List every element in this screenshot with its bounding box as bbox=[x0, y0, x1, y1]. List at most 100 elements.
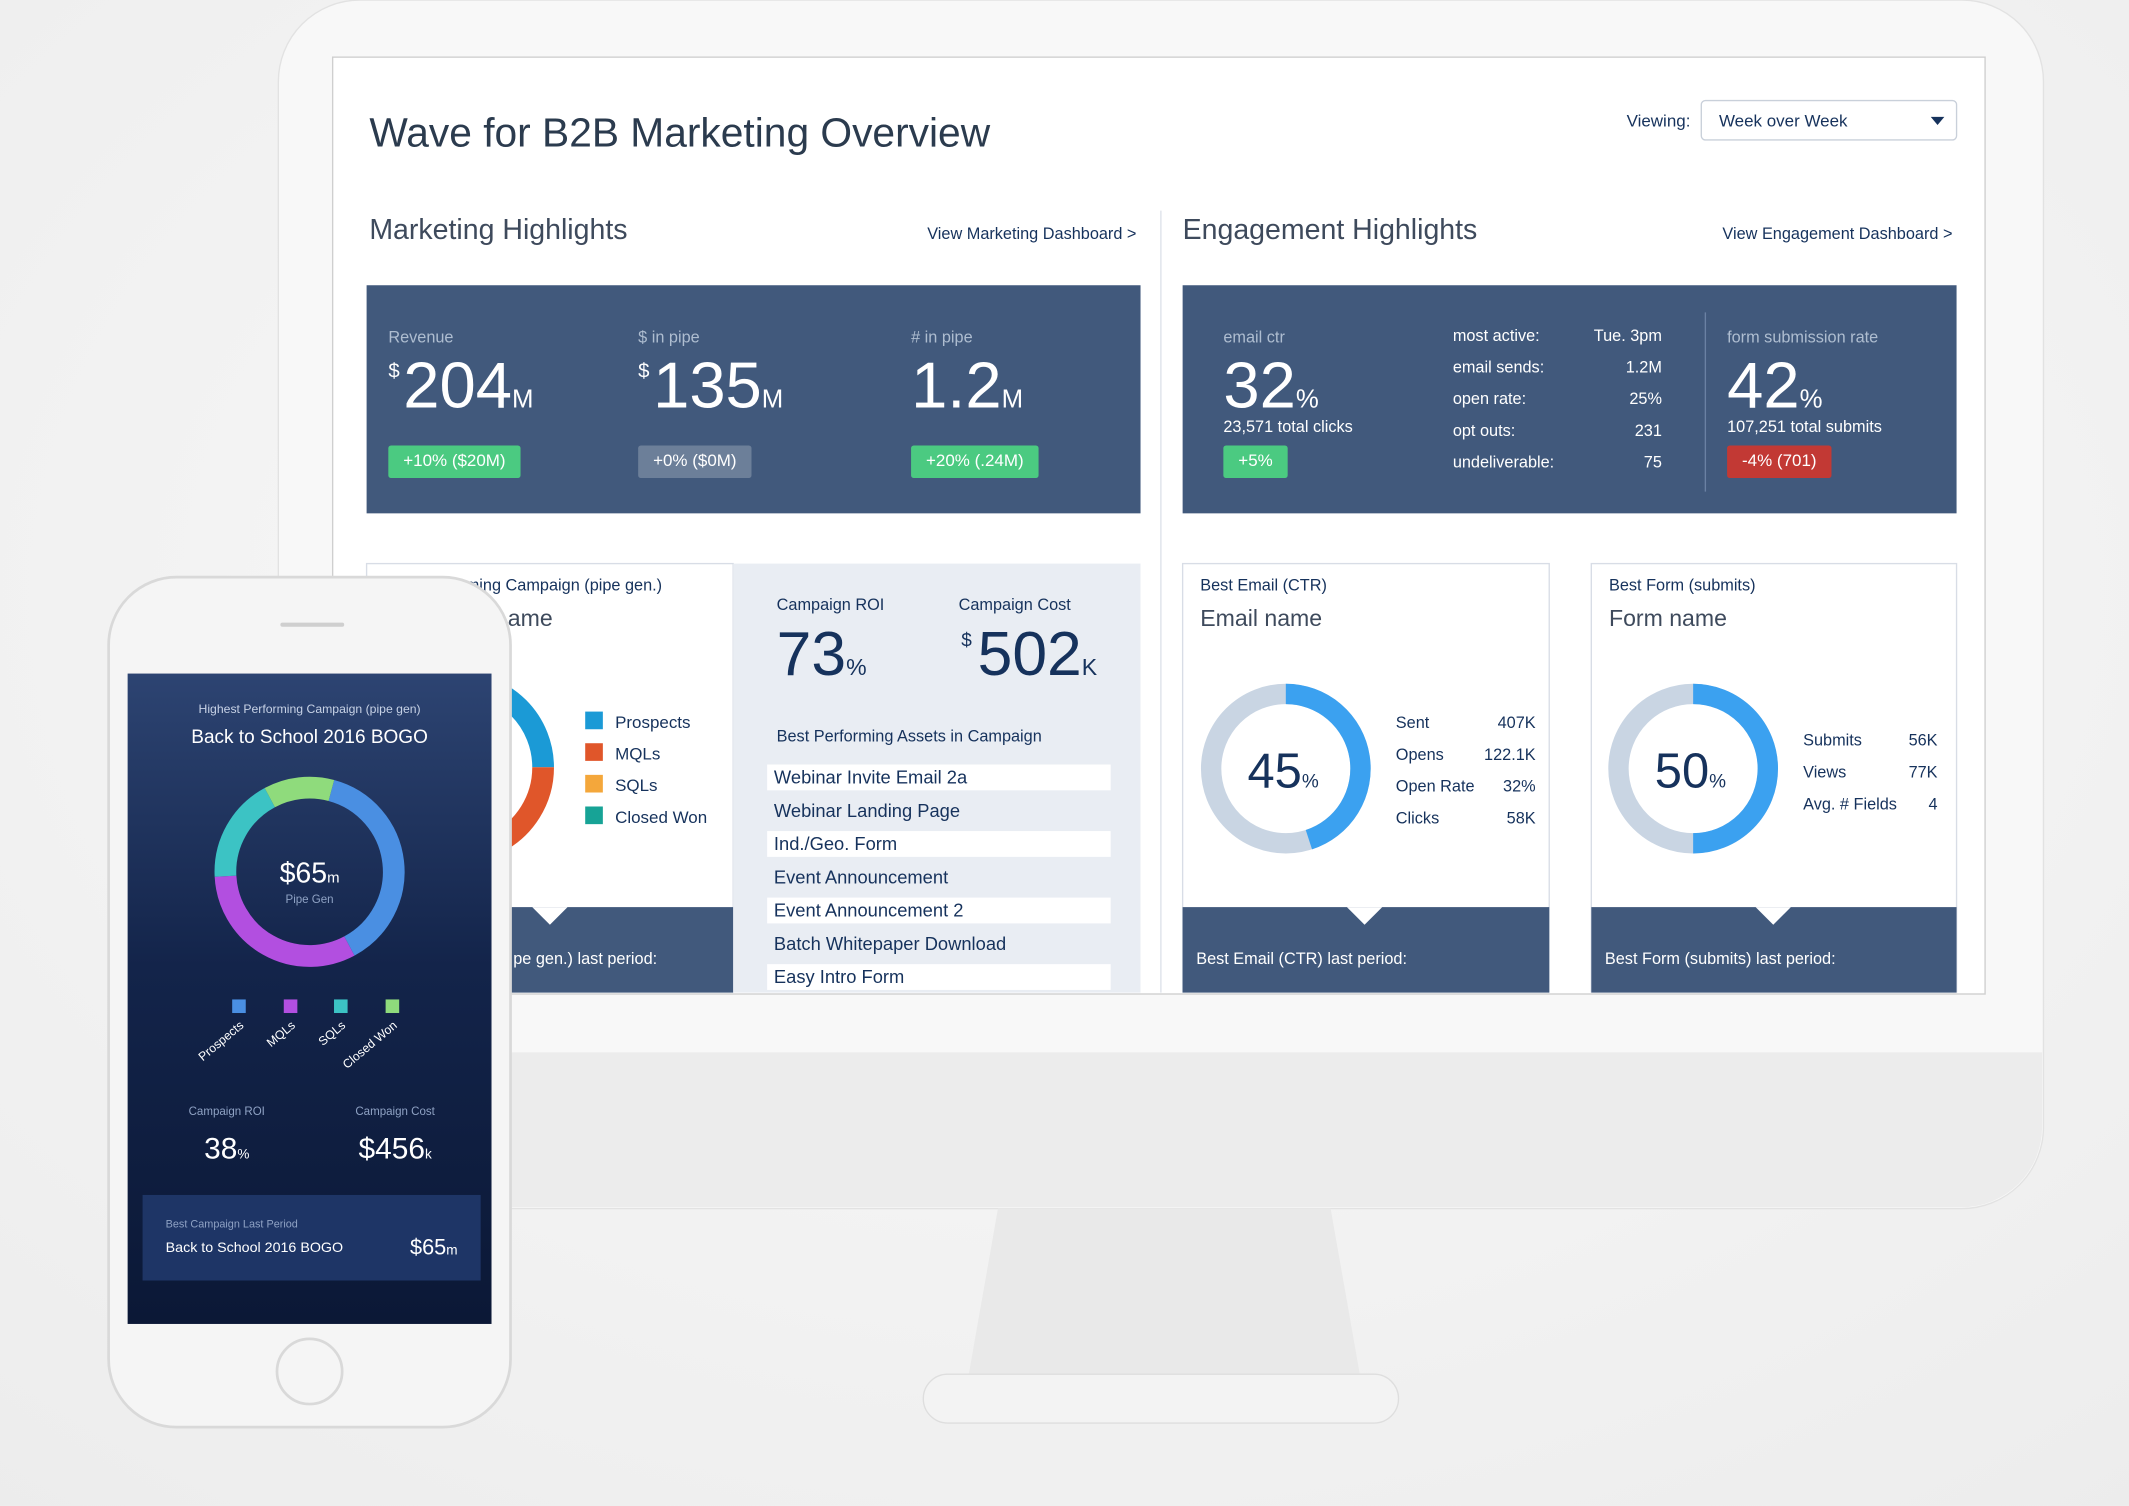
stat-label: Open Rate bbox=[1396, 778, 1475, 796]
stat-value: 25% bbox=[1629, 390, 1662, 408]
dashboard-link[interactable]: View Engagement Dashboard > bbox=[1722, 225, 1952, 243]
kpi-value-part: % bbox=[1800, 385, 1823, 413]
card-footer-text: pe gen.) last period: bbox=[513, 950, 657, 968]
asset-name[interactable]: Webinar Invite Email 2a bbox=[774, 767, 968, 788]
phone-legend-swatch bbox=[232, 999, 246, 1014]
phone-donut-total-part: m bbox=[327, 870, 339, 887]
section-heading: Engagement Highlights bbox=[1183, 214, 1478, 246]
legend-swatch bbox=[585, 743, 603, 761]
asset-name[interactable]: Batch Whitepaper Download bbox=[774, 933, 1006, 954]
stat-value: 75 bbox=[1644, 453, 1662, 471]
stat-label: Opens bbox=[1396, 746, 1444, 764]
card-name: ame bbox=[508, 605, 553, 631]
kpi-label: email ctr bbox=[1223, 328, 1285, 346]
stat-value: 122.1K bbox=[1484, 746, 1536, 764]
asset-name[interactable]: Webinar Landing Page bbox=[774, 800, 960, 821]
legend-swatch bbox=[585, 711, 603, 730]
cost-prefix: $ bbox=[961, 630, 972, 651]
viewing-dropdown[interactable] bbox=[1700, 99, 1958, 141]
stat-label: Sent bbox=[1396, 714, 1430, 732]
kpi-label: form submission rate bbox=[1727, 328, 1878, 346]
asset-name[interactable]: Easy Intro Form bbox=[774, 966, 904, 987]
phone-last-value: $65m bbox=[410, 1235, 458, 1260]
donut-value-part: % bbox=[1302, 772, 1319, 793]
card-title: Best Email (CTR) bbox=[1200, 577, 1327, 595]
change-badge bbox=[638, 445, 752, 479]
stat-label: email sends: bbox=[1453, 359, 1544, 377]
asset-name[interactable]: Event Announcement 2 bbox=[774, 900, 964, 921]
legend-label: Prospects bbox=[615, 713, 690, 732]
phone-title: Highest Performing Campaign (pipe gen) bbox=[199, 702, 421, 716]
stat-value: 32% bbox=[1503, 778, 1536, 796]
kpi-value-part: M bbox=[762, 385, 783, 413]
kpi-value: 1.2M bbox=[911, 348, 1023, 421]
stat-value: 56K bbox=[1909, 732, 1938, 750]
stat-label: opt outs: bbox=[1453, 422, 1515, 440]
kpi-value-part: M bbox=[1002, 385, 1023, 413]
phone-donut-total-part: $65 bbox=[280, 858, 328, 890]
change-badge bbox=[388, 445, 521, 479]
phone: Highest Performing Campaign (pipe gen) Ba… bbox=[107, 575, 512, 1429]
phone-cost-value-part: $456 bbox=[359, 1132, 425, 1165]
phone-donut-label: Pipe Gen bbox=[286, 894, 334, 906]
assets-heading: Best Performing Assets in Campaign bbox=[777, 727, 1042, 745]
legend-swatch bbox=[585, 806, 603, 825]
kpi-prefix: $ bbox=[638, 361, 649, 383]
card-notch bbox=[532, 907, 568, 925]
stat-label: undeliverable: bbox=[1453, 453, 1554, 471]
stat-value: 58K bbox=[1507, 810, 1536, 828]
phone-cost-value-part: k bbox=[425, 1146, 432, 1161]
kpi-value-part: 1.2 bbox=[911, 348, 1002, 421]
phone-roi-value-part: 38 bbox=[204, 1132, 237, 1165]
phone-last-box bbox=[142, 1194, 481, 1281]
phone-last-name: Back to School 2016 BOGO bbox=[166, 1240, 343, 1256]
roi-value-part: % bbox=[846, 654, 867, 680]
phone-legend-swatch bbox=[385, 999, 400, 1014]
card-title: ming Campaign (pipe gen.) bbox=[466, 577, 662, 595]
phone-donut-segment bbox=[328, 780, 405, 956]
cost-label: Campaign Cost bbox=[959, 596, 1072, 614]
phone-campaign: Back to School 2016 BOGO bbox=[191, 727, 428, 748]
cost-value-part: K bbox=[1082, 654, 1098, 680]
phone-last-value-part: $65 bbox=[410, 1235, 446, 1260]
section-heading: Marketing Highlights bbox=[369, 214, 627, 246]
viewing-value: Week over Week bbox=[1719, 111, 1848, 130]
stat-label: Clicks bbox=[1396, 810, 1439, 828]
donut-value-part: % bbox=[1709, 772, 1726, 793]
kpi-value: 204M bbox=[403, 348, 533, 421]
card-title: Best Form (submits) bbox=[1609, 577, 1756, 595]
legend-label: Closed Won bbox=[615, 808, 707, 827]
asset-name[interactable]: Ind./Geo. Form bbox=[774, 833, 897, 854]
kpi-value-part: % bbox=[1296, 385, 1319, 413]
phone-roi-value: 38% bbox=[204, 1132, 249, 1165]
asset-name[interactable]: Event Announcement bbox=[774, 866, 948, 887]
change-badge bbox=[1727, 445, 1832, 479]
kpi-prefix: $ bbox=[388, 361, 399, 383]
stat-label: Views bbox=[1803, 763, 1846, 781]
asset-row bbox=[767, 831, 1111, 857]
asset-row bbox=[767, 964, 1111, 990]
dashboard-link[interactable]: View Marketing Dashboard > bbox=[927, 225, 1136, 243]
card-name: Form name bbox=[1609, 605, 1727, 631]
dashboard-title: Wave for B2B Marketing Overview bbox=[369, 110, 990, 156]
legend-swatch bbox=[585, 774, 603, 793]
stat-value: 231 bbox=[1635, 422, 1662, 440]
roi-value-part: 73 bbox=[777, 619, 846, 689]
card-footer-text: Best Form (submits) last period: bbox=[1605, 950, 1836, 968]
legend-label: SQLs bbox=[615, 776, 657, 795]
phone-donut-segment bbox=[214, 788, 276, 877]
stat-value: 4 bbox=[1928, 795, 1937, 813]
change-badge-text: +0% ($0M) bbox=[653, 451, 736, 470]
dropdown-arrow bbox=[1930, 116, 1945, 126]
kpi-label: $ in pipe bbox=[638, 328, 700, 346]
kpi-label: Revenue bbox=[388, 328, 453, 346]
donut-value: 50% bbox=[1655, 745, 1726, 799]
donut-arc bbox=[1692, 683, 1778, 854]
phone-donut-total: $65m bbox=[280, 858, 340, 890]
asset-row bbox=[767, 764, 1111, 791]
phone-home-button[interactable] bbox=[275, 1337, 344, 1406]
kpi-note: 107,251 total submits bbox=[1727, 418, 1882, 436]
phone-roi-value-part: % bbox=[237, 1146, 249, 1161]
phone-donut-segment bbox=[264, 776, 335, 808]
